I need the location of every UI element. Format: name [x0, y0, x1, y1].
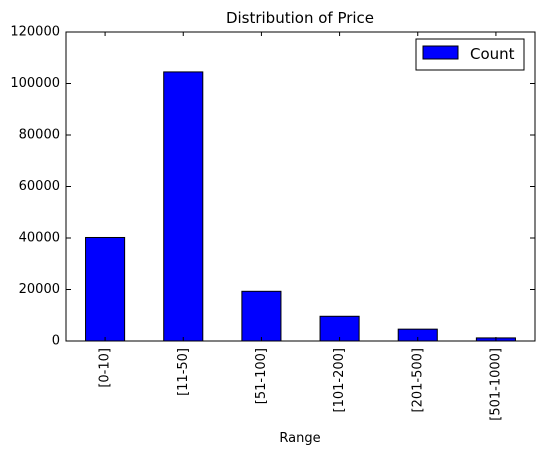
legend-label: Count [470, 45, 515, 63]
x-tick-label: [101-200] [332, 348, 347, 412]
x-tick-label: [201-500] [410, 348, 425, 412]
chart-title: Distribution of Price [226, 9, 374, 27]
x-axis-label: Range [279, 431, 320, 446]
bar [241, 290, 282, 342]
y-tick-label: 0 [52, 334, 60, 349]
x-tick-label: [501-1000] [488, 348, 503, 421]
y-tick-label: 120000 [10, 25, 60, 40]
y-tick-label: 20000 [19, 282, 60, 297]
y-tick-label: 80000 [19, 128, 60, 143]
x-tick-label: [11-50] [176, 348, 191, 396]
plot-area: [0-10] [11-50] [51-100] [101-200] [201-500] [… [10, 25, 536, 421]
x-tick-label: [0-10] [98, 348, 113, 388]
legend-swatch [422, 45, 459, 60]
bar [85, 236, 126, 342]
axes-frame [65, 31, 536, 342]
x-tick-label: [51-100] [254, 348, 269, 404]
legend: Count [415, 38, 525, 71]
y-tick-label: 60000 [19, 179, 60, 194]
y-tick-label: 100000 [10, 76, 60, 91]
y-tick-label: 40000 [19, 231, 60, 246]
bar [163, 71, 204, 342]
legend-box [415, 38, 525, 71]
